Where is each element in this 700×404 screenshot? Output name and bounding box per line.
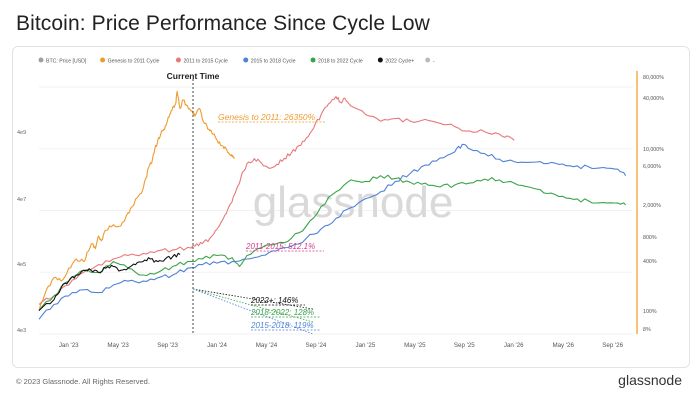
legend-marker <box>100 57 106 63</box>
series-lines <box>38 90 627 320</box>
annotation-label: Genesis to 2011: 26350% <box>218 112 316 122</box>
y-left-tick-label: 4e7 <box>17 197 26 203</box>
footer-brand-logo: glassnode <box>618 372 682 388</box>
y-right-tick-label: 100% <box>643 309 657 315</box>
legend-marker <box>310 57 316 63</box>
x-tick-label: Sep '23 <box>157 342 178 349</box>
series-line <box>38 90 236 311</box>
legend-marker <box>243 57 249 63</box>
projection-line <box>192 288 314 310</box>
y-left-tick-label: 4e3 <box>17 328 26 334</box>
legend-label: 2015 to 2018 Cycle <box>251 59 296 65</box>
y-left-tick-label: 4e9 <box>17 130 26 136</box>
legend-label: BTC: Price [USD] <box>46 59 87 65</box>
annotations: Genesis to 2011: 26350% 2011-2015: 512.1%… <box>192 112 326 335</box>
annotation-label: 2022+: 146% <box>250 296 298 305</box>
legend-marker <box>377 57 383 63</box>
legend-label: Genesis to 2011 Cycle <box>108 59 160 65</box>
price-performance-chart: BTC: Price [USD] Genesis to 2011 Cycle 201… <box>17 57 664 349</box>
legend-marker <box>425 57 431 63</box>
x-tick-label: May '23 <box>107 342 129 349</box>
grid <box>39 86 633 335</box>
legend-label: - <box>433 59 435 65</box>
series-line <box>38 174 627 311</box>
x-tick-label: Jan '26 <box>504 342 524 349</box>
legend-marker <box>38 57 44 63</box>
chart-title: Bitcoin: Price Performance Since Cycle L… <box>16 12 430 35</box>
projection-line <box>192 288 314 335</box>
series-line <box>38 252 181 311</box>
x-tick-label: May '26 <box>552 342 574 349</box>
legend-label: 2011 to 2015 Cycle <box>183 59 227 65</box>
y-right-tick-label: 80,000% <box>643 75 664 81</box>
y-axis-left: 4e3 4e5 4e7 4e9 <box>17 130 26 334</box>
x-axis: Jan '23 May '23 Sep '23 Jan '24 May '24 Sep '… <box>59 342 624 349</box>
x-tick-label: May '24 <box>256 342 278 349</box>
annotation-label: 2011-2015: 512.1% <box>245 242 315 251</box>
x-tick-label: Jan '24 <box>207 342 227 349</box>
footer-copyright: © 2023 Glassnode. All Rights Reserved. <box>16 377 150 386</box>
legend-label: 2018 to 2022 Cycle <box>318 59 363 65</box>
y-right-tick-label: 800% <box>643 235 657 241</box>
series-line <box>38 96 515 305</box>
chart-panel: BTC: Price [USD] Genesis to 2011 Cycle 201… <box>12 46 690 368</box>
legend-label: 2022 Cycle+ <box>385 59 414 65</box>
y-right-tick-label: 10,000% <box>643 147 664 153</box>
x-tick-label: Sep '25 <box>454 342 475 349</box>
current-time-label: Current Time <box>167 71 220 81</box>
x-tick-label: May '25 <box>404 342 426 349</box>
x-tick-label: Jan '25 <box>356 342 376 349</box>
current-time-marker: Current Time <box>167 71 220 334</box>
x-tick-label: Jan '23 <box>59 342 79 349</box>
watermark: glassnode <box>253 178 454 227</box>
y-right-tick-label: 40,000% <box>643 96 664 102</box>
y-axis-right: 80,000% 40,000% 10,000% 6,000% 2,000% 800% 400… <box>636 71 664 334</box>
x-tick-label: Sep '26 <box>602 342 623 349</box>
annotation-label: 2015-2018: 119% <box>250 321 314 330</box>
y-right-tick-label: 2,000% <box>643 203 661 209</box>
annotation-label: 2018-2022: 128% <box>250 308 314 317</box>
y-right-tick-label: 6,000% <box>643 164 661 170</box>
series-line <box>38 143 627 320</box>
y-right-tick-label: 8% <box>643 327 651 333</box>
legend: BTC: Price [USD] Genesis to 2011 Cycle 201… <box>38 57 435 65</box>
legend-marker <box>175 57 181 63</box>
x-tick-label: Sep '24 <box>306 342 327 349</box>
y-left-tick-label: 4e5 <box>17 262 26 268</box>
y-right-tick-label: 400% <box>643 259 657 265</box>
